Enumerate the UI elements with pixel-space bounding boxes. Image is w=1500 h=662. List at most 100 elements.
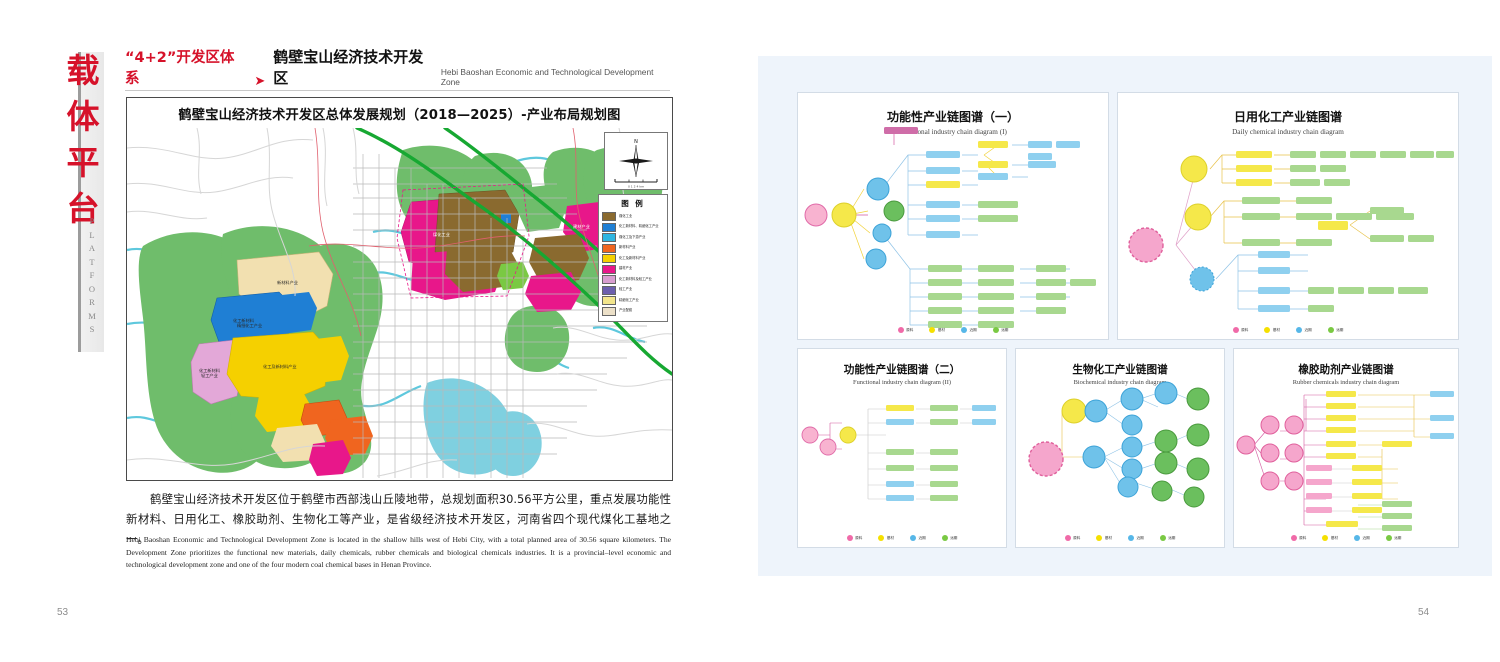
map-legend: 图 例 煤化工业 化工新材料、精细化工产业 煤化工及下游产业 [598,194,668,322]
legend-label: 煤化工业 [619,213,633,218]
left-page: 载 体 平 台 P L A T F O R M S “4+2”开发区体系 ➤ 鹤… [57,48,673,618]
svg-text:煤化工业: 煤化工业 [433,231,450,238]
body-text-cn: 鹤壁宝山经济技术开发区位于鹤壁市西部浅山丘陵地带，总规划面积30.56平方公里，… [126,492,671,546]
legend-base-material: 基材 [1264,327,1280,333]
panel-legend: 原料 基材 近期 远期 [1016,535,1224,541]
panel-biochemical[interactable]: 生物化工产业链图谱 Biochemical industry chain dia… [1015,348,1225,548]
legend-long-term: 远期 [1385,535,1402,541]
section-title-en-7: R [89,297,95,307]
legend-item-1: 化工新材料、精细化工产业 [602,222,664,232]
legend-item-8: 精细化工产业 [602,296,664,305]
panel-title-en: Functional industry chain diagram (II) [853,379,951,386]
panel-legend: 原料 基材 近期 远期 [798,327,1108,333]
legend-near-term: 近期 [1354,535,1370,541]
legend-dot-icon [941,535,948,541]
map-frame: 鹤壁宝山经济技术开发区总体发展规划（2018—2025）-产业布局规划图 [126,97,673,481]
section-title-char-2: 体 [66,97,100,136]
page-number-right: 54 [1418,607,1430,618]
zone-name-cn: 鹤壁宝山经济技术开发区 [273,48,424,87]
section-title-char-4: 台 [66,189,100,228]
section-title-en-9: S [89,324,95,334]
legend-base-material: 基材 [878,535,894,541]
page-header: “4+2”开发区体系 ➤ 鹤壁宝山经济技术开发区 Hebi Baoshan Ec… [125,48,670,88]
legend-label: 精细化工产业 [619,297,639,302]
legend-dot-icon [897,327,904,333]
legend-text: 远期 [1394,535,1402,540]
page-number-left: 53 [57,607,69,618]
legend-swatch [602,222,616,232]
legend-label: 轻工产业 [619,287,633,292]
body-text-en: Hebi Baoshan Economic and Technological … [126,535,671,570]
panel-daily-chemical[interactable]: 日用化工产业链图谱 Daily chemical industry chain … [1117,92,1459,340]
legend-dot-icon [878,535,885,541]
legend-dot-icon [1290,535,1297,541]
legend-text: 原料 [1073,535,1081,540]
legend-label: 新材料产业 [619,245,636,250]
panel-title-en: Functional industry chain diagram (I) [899,128,1007,136]
map-zone-labels: 新材料产业 化工新材料 精细化工产业 化工新材料 轻工产业 化工及新材料产业 煤… [199,223,590,379]
legend-item-5: 建材产业 [602,264,664,274]
legend-swatch [602,212,616,221]
section-title-en-3: A [88,243,96,253]
legend-dot-icon [1096,535,1103,541]
legend-item-7: 轻工产业 [602,285,664,295]
section-title-en-2: L [89,229,95,240]
legend-long-term: 远期 [1327,327,1343,333]
legend-label: 建材产业 [619,266,633,271]
system-label: “4+2”开发区体系 [125,50,235,87]
legend-text: 原料 [906,327,914,332]
panel-title-en: Biochemical industry chain diagram [1073,379,1167,386]
svg-text:化工新材料: 化工新材料 [233,317,255,324]
map-legend-title: 图 例 [621,199,645,208]
panel-rubber-chemicals[interactable]: 橡胶助剂产业链图谱 Rubber chemicals industry chai… [1233,348,1459,548]
panel-title-cn: 生物化工产业链图谱 [1072,364,1168,376]
legend-raw-material: 原料 [1064,535,1081,541]
legend-text: 近期 [918,535,926,540]
legend-text: 基材 [937,327,945,332]
panel-functional-1[interactable]: 功能性产业链图谱（一） Functional industry chain di… [797,92,1109,340]
legend-dot-icon [1232,327,1239,333]
legend-dot-icon [1385,535,1392,541]
legend-dot-icon [961,327,967,333]
map-graphic: 新材料产业 化工新材料 精细化工产业 化工新材料 轻工产业 化工及新材料产业 煤… [127,128,672,479]
secondary-roads [127,128,672,477]
legend-base-material: 基材 [1096,535,1112,541]
legend-text: 远期 [950,535,958,540]
legend-swatch [602,306,616,316]
legend-swatch [602,275,616,284]
legend-text: 原料 [1299,535,1307,540]
legend-raw-material: 原料 [897,327,914,333]
zone-name-en: Hebi Baoshan Economic and Technological … [440,66,654,87]
legend-raw-material: 原料 [1232,327,1248,333]
legend-label: 化工新材料、精细化工产业 [619,224,659,229]
panel-title-cn: 功能性产业链图谱（二） [843,364,961,376]
legend-dot-icon [846,535,853,541]
legend-dot-icon [1296,327,1302,333]
svg-text:化工及新材料产业: 化工及新材料产业 [263,363,297,370]
panel-title-en: Daily chemical industry chain diagram [1232,128,1344,136]
legend-long-term: 远期 [941,535,958,541]
legend-near-term: 近期 [1128,535,1144,541]
legend-label: 煤化工及下游产业 [619,234,646,239]
legend-swatch [602,296,616,305]
svg-text:精细化工产业: 精细化工产业 [237,322,262,329]
industry-parcels-west [190,251,373,476]
map-canvas[interactable]: 新材料产业 化工新材料 精细化工产业 化工新材料 轻工产业 化工及新材料产业 煤… [127,128,672,479]
legend-label: 化工新材料及轻工产业 [619,276,652,281]
legend-text: 基材 [886,535,894,540]
legend-label: 化工及新材料产业 [619,255,646,260]
legend-near-term: 近期 [961,327,977,333]
legend-text: 近期 [1362,535,1370,540]
legend-item-0: 煤化工业 [602,212,664,221]
legend-item-2: 煤化工及下游产业 [602,233,664,242]
legend-text: 近期 [1136,535,1144,540]
section-title-en-4: T [89,256,95,267]
panel-functional-2[interactable]: 功能性产业链图谱（二） Functional industry chain di… [797,348,1007,548]
header-divider [125,90,670,91]
panel-title-cn: 日用化工产业链图谱 [1233,110,1342,124]
section-title-cn: 载 体 平 台 [60,48,106,238]
zone-boundary [396,183,530,299]
compass-rose: N 0 1 2 4 km [604,132,668,190]
section-title-en-1: P [89,216,95,226]
legend-swatch [602,264,616,274]
